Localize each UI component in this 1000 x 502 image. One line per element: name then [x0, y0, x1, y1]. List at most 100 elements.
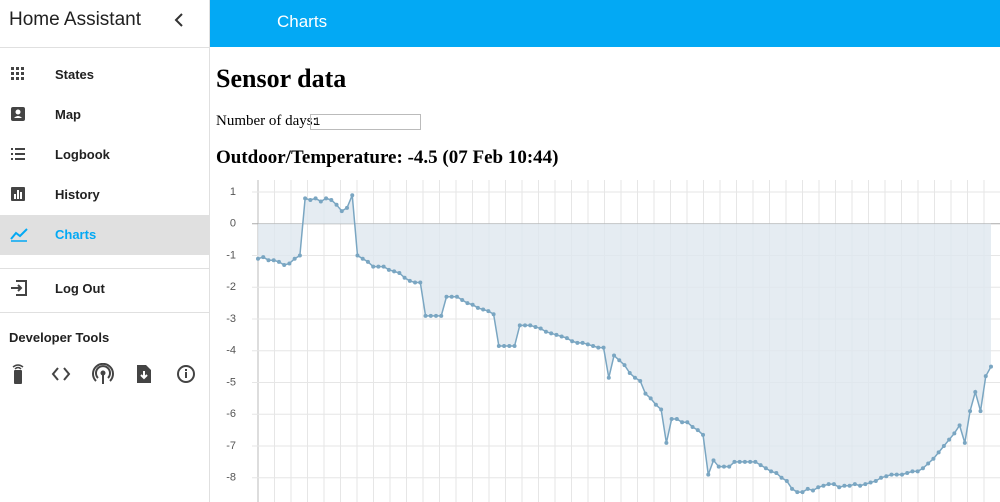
y-tick-label: 0 [230, 218, 236, 230]
icon [11, 67, 24, 80]
point [711, 458, 716, 463]
point [915, 469, 920, 474]
point [324, 196, 329, 201]
separator [0, 268, 209, 269]
point [538, 326, 543, 331]
point [659, 407, 664, 412]
point [308, 197, 313, 202]
point [790, 486, 795, 491]
point [313, 196, 318, 201]
point [376, 264, 381, 269]
nav-item[interactable]: Map [0, 95, 209, 135]
point [350, 193, 355, 198]
nav-item[interactable]: Log Out [0, 269, 209, 309]
separator [0, 312, 209, 313]
point [622, 363, 627, 368]
point [727, 464, 732, 469]
point [261, 255, 266, 260]
point [779, 475, 784, 480]
point [627, 371, 632, 376]
point [847, 483, 852, 488]
point [732, 459, 737, 464]
point [423, 313, 428, 318]
point [612, 353, 617, 358]
point [397, 270, 402, 275]
point [737, 459, 742, 464]
point [858, 483, 863, 488]
point [795, 490, 800, 495]
point [653, 402, 658, 407]
nav-item[interactable]: States [0, 55, 209, 95]
point [669, 417, 674, 422]
point [591, 344, 596, 349]
point [449, 294, 454, 299]
point [941, 444, 946, 449]
chart-heading: Outdoor/Temperature: -4.5 (07 Feb 10:44) [216, 147, 559, 168]
dev-tool-icon[interactable] [51, 363, 71, 385]
nav-item[interactable]: History [0, 175, 209, 215]
point [381, 264, 386, 269]
dev-tool-icon[interactable] [11, 363, 25, 385]
point [920, 466, 925, 471]
point [475, 305, 480, 310]
point [931, 456, 936, 461]
point [910, 469, 915, 474]
point [355, 253, 360, 258]
point [533, 324, 538, 329]
nav-item-selected[interactable]: Charts [0, 215, 209, 255]
point [334, 202, 339, 207]
nav-label: Logbook [55, 147, 110, 162]
point [962, 440, 967, 445]
point [481, 307, 486, 312]
point [570, 339, 575, 344]
point [863, 482, 868, 487]
point [852, 482, 857, 487]
dev-tool-icon[interactable] [176, 363, 196, 385]
y-tick-label: -3 [226, 313, 236, 325]
app-title: Home Assistant [9, 9, 141, 30]
point [936, 450, 941, 455]
days-input[interactable]: 1 [310, 114, 421, 130]
point [297, 253, 302, 258]
point [899, 472, 904, 477]
point [512, 344, 517, 349]
point [465, 301, 470, 306]
area-fill [258, 195, 991, 493]
point [596, 345, 601, 350]
nav-label: History [55, 187, 100, 202]
nav-label: Charts [55, 227, 97, 242]
point [606, 375, 611, 380]
collapse-button[interactable] [172, 12, 186, 28]
point [271, 258, 276, 263]
dev-tool-icon[interactable] [135, 363, 153, 385]
point [502, 344, 507, 349]
icon [11, 148, 25, 160]
point [575, 340, 580, 345]
point [439, 313, 444, 318]
point [303, 196, 308, 201]
y-tick-label: 1 [230, 186, 236, 198]
point [292, 256, 297, 261]
point [523, 323, 528, 328]
point [685, 420, 690, 425]
point [674, 417, 679, 422]
point [517, 323, 522, 328]
nav-item[interactable]: Logbook [0, 135, 209, 175]
point [256, 256, 260, 261]
point [617, 358, 622, 363]
point [753, 459, 758, 464]
point [905, 471, 910, 476]
y-tick-label: -7 [226, 440, 236, 452]
top-bar: Charts [210, 0, 1000, 47]
point [894, 472, 899, 477]
dev-tool-icon[interactable] [92, 363, 114, 385]
point [559, 334, 564, 339]
point [952, 431, 957, 436]
point [418, 280, 423, 285]
sidebar: Home Assistant States Map Logbook Histor… [0, 0, 210, 502]
point [643, 391, 648, 396]
point [444, 294, 449, 299]
point [758, 463, 763, 468]
y-tick-label: -8 [226, 472, 236, 484]
